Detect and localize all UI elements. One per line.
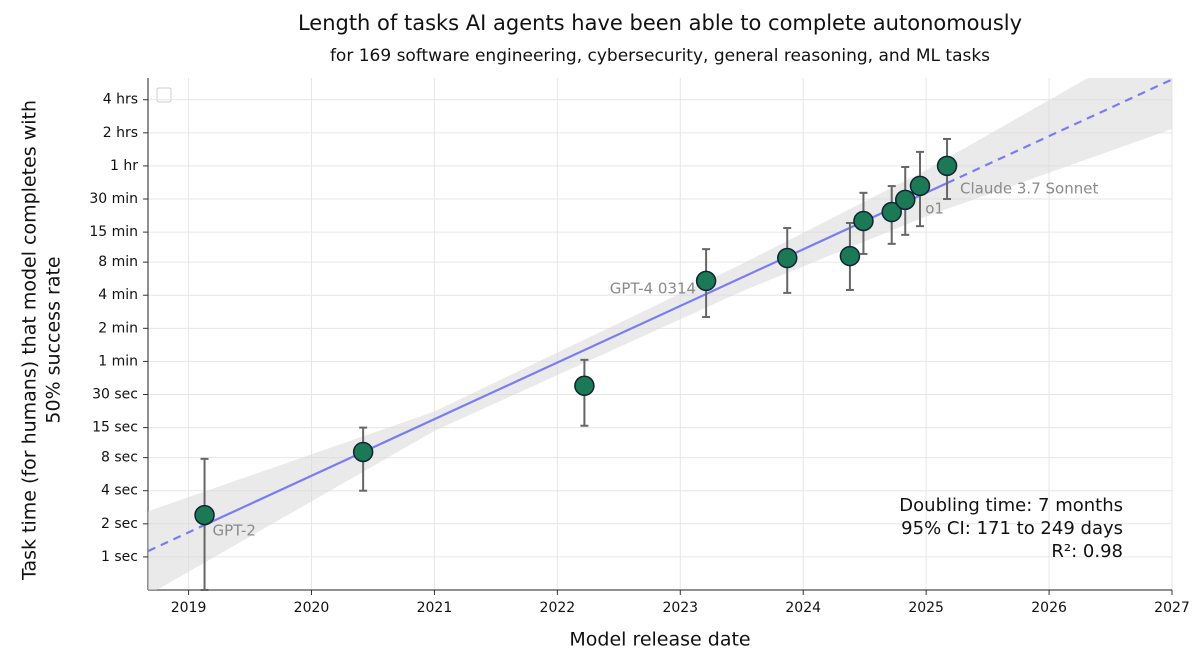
y-tick-label: 1 min [98, 353, 138, 369]
x-tick-label: 2026 [1031, 600, 1067, 616]
point [574, 375, 595, 397]
chart-title: Length of tasks AI agents have been able… [298, 11, 1022, 35]
x-tick-label: 2020 [294, 600, 330, 616]
y-axis-label: Task time (for humans) that model comple… [19, 100, 41, 581]
y-tick-label: 8 min [98, 254, 138, 270]
x-tick-label: 2024 [785, 600, 821, 616]
annotation: Doubling time: 7 months [899, 495, 1123, 516]
y-tick-label: 4 hrs [103, 92, 138, 108]
y-tick-label: 4 sec [101, 483, 138, 499]
y-tick-label: 2 sec [101, 516, 138, 532]
x-tick-label: 2022 [540, 600, 576, 616]
x-axis-label: Model release date [569, 629, 750, 650]
annotation: 95% CI: 171 to 249 days [901, 518, 1123, 539]
y-tick-label: 15 sec [92, 420, 138, 436]
point [776, 247, 798, 269]
x-tick-label: 2021 [417, 600, 453, 616]
chart-subtitle: for 169 software engineering, cybersecur… [330, 46, 990, 66]
annotation: R²: 0.98 [1051, 541, 1123, 562]
x-tick-label: 2027 [1154, 600, 1190, 616]
point [839, 245, 861, 267]
y-tick-label: 2 min [98, 320, 138, 336]
y-tick-label: 8 sec [101, 450, 138, 466]
ci-band [148, 78, 1172, 590]
x-tick-label: 2023 [662, 600, 698, 616]
y-axis-label: 50% success rate [43, 256, 65, 423]
trend-line [204, 182, 948, 527]
point-label: GPT-4 0314 [610, 279, 696, 297]
point [881, 201, 902, 223]
y-tick-label: 30 sec [92, 387, 138, 403]
point [194, 504, 215, 526]
y-tick-label: 15 min [89, 224, 138, 240]
trend-dashed [148, 524, 206, 553]
y-tick-label: 4 min [98, 287, 138, 303]
point-label: o1 [925, 199, 944, 217]
x-tick-label: 2019 [171, 600, 207, 616]
point [853, 210, 874, 232]
y-tick-label: 1 hr [110, 158, 138, 174]
point-label: GPT-2 [213, 522, 256, 540]
x-tick-label: 2025 [908, 600, 944, 616]
y-tick-label: 1 sec [101, 549, 138, 565]
y-tick-label: 2 hrs [103, 125, 138, 141]
point [695, 270, 717, 292]
point [909, 175, 931, 197]
y-tick-label: 30 min [89, 191, 138, 207]
legend-box [156, 87, 172, 103]
point [936, 155, 958, 177]
point [352, 441, 374, 463]
point-label: Claude 3.7 Sonnet [960, 179, 1098, 197]
point [894, 189, 916, 211]
